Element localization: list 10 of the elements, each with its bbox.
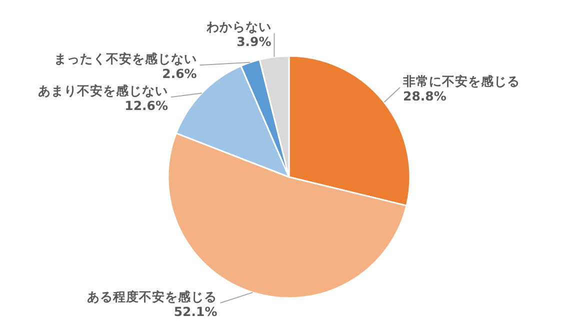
data-label: 12.6% [124, 98, 168, 114]
data-label: 52.1% [174, 304, 218, 319]
slice-label: ある程度不安を感じる [87, 289, 218, 304]
slice-label: あまり不安を感じない [38, 83, 168, 98]
data-label: 28.8% [403, 88, 447, 104]
data-label: 2.6% [162, 66, 198, 82]
slice-label: わからない [205, 19, 272, 34]
slice-label: まったく不安を感じない [54, 51, 197, 66]
data-label: 3.9% [236, 34, 272, 50]
slice-label: 非常に不安を感じる [402, 73, 520, 88]
